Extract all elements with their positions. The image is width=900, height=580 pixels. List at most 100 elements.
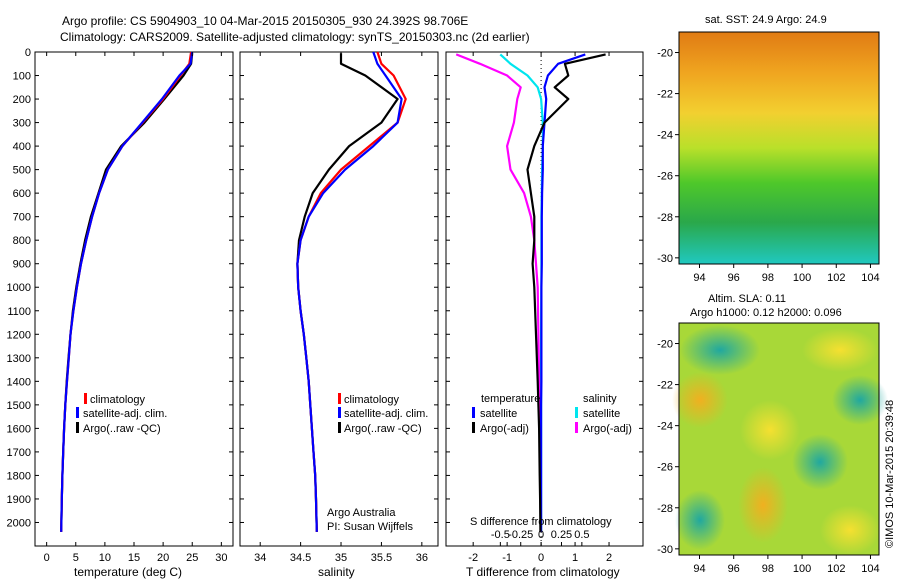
depth-tick-label: 1700 xyxy=(7,447,31,459)
series-line-salinity-satellite xyxy=(499,53,544,532)
s-tick-label: 0 xyxy=(538,529,544,541)
map-x-tick-label: 94 xyxy=(693,272,705,284)
series-line-argo-raw-qc- xyxy=(60,53,194,532)
map-y-tick-label: -20 xyxy=(657,48,673,60)
series-line-argo-raw-qc- xyxy=(296,53,399,532)
x-tick-label: 1 xyxy=(572,552,578,564)
legend-label-argo: Argo(..raw -QC) xyxy=(83,423,161,435)
s-tick-label: -0.5 xyxy=(491,529,510,541)
series-line-temperature-argo-adj- xyxy=(526,53,606,532)
depth-tick-label: 100 xyxy=(13,71,31,83)
depth-tick-label: 1200 xyxy=(7,329,31,341)
difference-legend: temperature salinity satellite Argo(-adj… xyxy=(472,393,632,435)
legend-swatch-satellite xyxy=(338,407,341,418)
depth-tick-label: 400 xyxy=(13,141,31,153)
x-tick-label: 35 xyxy=(335,552,347,564)
sla-map-features xyxy=(672,325,888,555)
credit-text: ©IMOS 10-Mar-2015 20:39:48 xyxy=(884,400,896,548)
series-line-satellite-adj-clim- xyxy=(296,51,403,532)
depth-tick-label: 1100 xyxy=(7,306,31,318)
map-y-tick-label: -22 xyxy=(657,89,673,101)
annotation-institution: Argo Australia xyxy=(327,507,396,519)
map-x-tick-label: 104 xyxy=(861,272,879,284)
legend-title-temperature: temperature xyxy=(481,393,540,405)
depth-tick-label: 1900 xyxy=(7,494,31,506)
map-x-tick-label: 96 xyxy=(728,563,740,575)
temperature-legend: climatology satellite-adj. clim. Argo(..… xyxy=(76,393,167,435)
map-y-tick-label: -28 xyxy=(657,212,673,224)
legend-label-satellite: satellite-adj. clim. xyxy=(344,408,428,420)
map-x-tick-label: 100 xyxy=(793,272,811,284)
header-line-1: Argo profile: CS 5904903_10 04-Mar-2015 … xyxy=(62,14,468,28)
series-line-temperature-satellite xyxy=(539,53,586,532)
difference-top-axis-label: S difference from climatology xyxy=(470,516,612,528)
legend-swatch-s-argo xyxy=(575,422,578,433)
x-tick-label: 34.5 xyxy=(290,552,311,564)
map-y-tick-label: -20 xyxy=(657,339,673,351)
series-line-satellite-adj-clim- xyxy=(60,51,194,532)
x-tick-label: 2 xyxy=(606,552,612,564)
depth-tick-label: 1800 xyxy=(7,470,31,482)
legend-swatch-climatology xyxy=(84,393,87,404)
legend-label-argo: Argo(..raw -QC) xyxy=(344,423,422,435)
legend-label-s-argo: Argo(-adj) xyxy=(583,423,632,435)
legend-swatch-t-argo xyxy=(472,422,475,433)
legend-swatch-argo xyxy=(338,422,341,433)
x-tick-label: 30 xyxy=(215,552,227,564)
map-y-tick-label: -24 xyxy=(657,130,673,142)
salinity-legend: climatology satellite-adj. clim. Argo(..… xyxy=(327,393,428,533)
map-x-tick-label: 104 xyxy=(861,563,879,575)
difference-panel-frame xyxy=(445,51,644,547)
x-tick-label: -2 xyxy=(468,552,478,564)
legend-label-climatology: climatology xyxy=(344,394,400,406)
depth-tick-label: 300 xyxy=(13,118,31,130)
x-tick-label: 25 xyxy=(186,552,198,564)
depth-tick-label: 700 xyxy=(13,212,31,224)
legend-label-t-argo: Argo(-adj) xyxy=(480,423,529,435)
x-tick-label: -1 xyxy=(502,552,512,564)
s-tick-label: 0.25 xyxy=(551,529,572,541)
legend-swatch-satellite xyxy=(76,407,79,418)
map-y-tick-label: -30 xyxy=(657,544,673,556)
sla-map-title-1: Altim. SLA: 0.11 xyxy=(708,293,786,305)
depth-axis: 0 100 200 300 400 500 600 700 800 900 1000 1100 1200… xyxy=(7,47,643,529)
x-tick-label: 34 xyxy=(254,552,266,564)
sla-map-frame xyxy=(678,322,880,556)
map-y-tick-label: -24 xyxy=(657,421,673,433)
legend-title-salinity: salinity xyxy=(583,393,617,405)
map-y-tick-label: -22 xyxy=(657,380,673,392)
map-y-tick-label: -28 xyxy=(657,503,673,515)
depth-tick-label: 900 xyxy=(13,259,31,271)
legend-swatch-t-satellite xyxy=(472,407,475,418)
map-x-tick-label: 102 xyxy=(827,272,845,284)
depth-tick-label: 0 xyxy=(25,47,31,59)
x-tick-label: 35.5 xyxy=(371,552,392,564)
temperature-series xyxy=(60,51,194,532)
temperature-x-axis: 0 5 10 15 20 25 30 xyxy=(44,52,227,564)
depth-tick-label: 2000 xyxy=(7,517,31,529)
annotation-pi: PI: Susan Wijffels xyxy=(327,521,413,533)
temperature-panel-frame xyxy=(34,51,234,547)
x-tick-label: 36 xyxy=(416,552,428,564)
s-tick-label: 0.5 xyxy=(574,529,589,541)
difference-x-axis: -2 -1 0 1 2 -0.5-0.25 0 0.25 0.5 xyxy=(468,52,612,564)
depth-tick-label: 200 xyxy=(13,94,31,106)
temperature-x-label: temperature (deg C) xyxy=(74,565,182,579)
salinity-panel-frame xyxy=(239,51,439,547)
map-y-tick-label: -26 xyxy=(657,171,673,183)
salinity-x-axis: 34 34.5 35 35.5 36 xyxy=(254,52,428,564)
x-tick-label: 0 xyxy=(538,552,544,564)
depth-tick-label: 800 xyxy=(13,235,31,247)
s-tick-label: -0.25 xyxy=(508,529,533,541)
depth-tick-label: 1600 xyxy=(7,423,31,435)
difference-x-label: T difference from climatology xyxy=(466,565,620,579)
map-x-tick-label: 96 xyxy=(728,272,740,284)
map-y-tick-label: -30 xyxy=(657,253,673,265)
series-line-climatology xyxy=(60,51,193,532)
legend-label-satellite: satellite-adj. clim. xyxy=(83,408,167,420)
x-tick-label: 0 xyxy=(44,552,50,564)
map-y-tick-label: -26 xyxy=(657,462,673,474)
map-x-tick-label: 100 xyxy=(793,563,811,575)
x-tick-label: 15 xyxy=(128,552,140,564)
